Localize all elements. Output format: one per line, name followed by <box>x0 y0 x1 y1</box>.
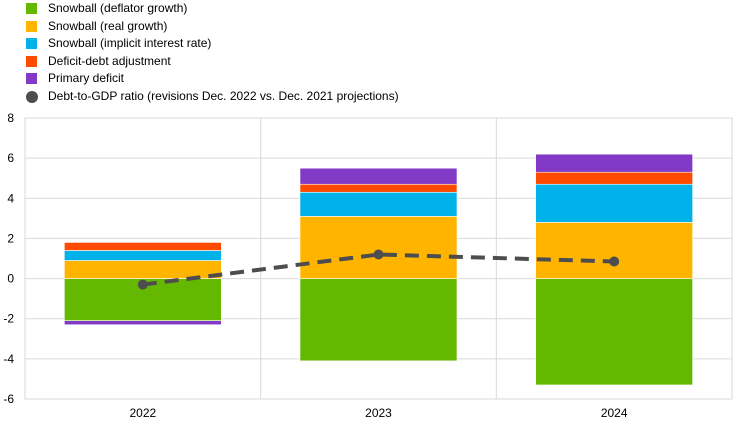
legend-swatch <box>26 55 37 67</box>
debt-point-2023 <box>373 249 384 260</box>
y-tick-label: 0 <box>7 272 14 286</box>
bar-snowball-implicit-interest-rate-2024 <box>535 183 693 223</box>
bar-snowball-real-growth-2024 <box>535 222 693 279</box>
axis-labels: 8 6 4 2 0 -2 -4 -6 2022 2023 2024 <box>3 111 628 420</box>
legend-swatch <box>26 3 37 14</box>
y-tick-label: 8 <box>7 111 14 125</box>
bar-snowball-implicit-interest-rate-2022 <box>64 250 222 261</box>
bar-primary-deficit-2024 <box>535 153 693 173</box>
bar-snowball-real-growth-2023 <box>299 216 458 279</box>
x-tick-label: 2023 <box>365 406 392 420</box>
legend-label: Snowball (real growth) <box>48 18 168 33</box>
legend-swatch <box>26 38 37 50</box>
bar-deficit-debt-adjustment-2022 <box>64 242 222 251</box>
x-tick-label: 2022 <box>129 406 156 420</box>
y-tick-label: -2 <box>3 312 14 326</box>
legend-swatch <box>26 20 37 32</box>
legend-swatch <box>26 73 37 85</box>
bar-snowball-implicit-interest-rate-2023 <box>299 191 458 217</box>
debt-line <box>137 249 620 290</box>
legend-label: Primary deficit <box>48 71 125 86</box>
x-tick-label: 2024 <box>601 406 628 420</box>
y-tick-label: -4 <box>3 352 14 366</box>
bar-primary-deficit-2023 <box>299 167 458 185</box>
y-tick-label: 4 <box>7 191 14 205</box>
bar-deficit-debt-adjustment-2023 <box>299 183 458 193</box>
debt-point-2024 <box>609 256 620 267</box>
y-tick-label: 6 <box>7 151 14 165</box>
bars <box>64 153 693 386</box>
bar-snowball-deflator-growth-2024 <box>535 278 693 386</box>
legend-label: Snowball (implicit interest rate) <box>48 36 212 51</box>
debt-point-2022 <box>137 279 148 290</box>
legend-label: Debt-to-GDP ratio (revisions Dec. 2022 v… <box>48 88 399 103</box>
debt-line-path <box>142 252 615 287</box>
y-tick-label: -6 <box>3 392 14 406</box>
y-tick-label: 2 <box>7 231 14 245</box>
legend-label: Deficit-debt adjustment <box>48 53 171 68</box>
bar-snowball-deflator-growth-2023 <box>299 278 458 362</box>
legend-marker <box>26 90 38 103</box>
legend-label: Snowball (deflator growth) <box>48 1 188 15</box>
bar-deficit-debt-adjustment-2024 <box>535 171 693 185</box>
bar-primary-deficit-2022 <box>64 320 222 326</box>
